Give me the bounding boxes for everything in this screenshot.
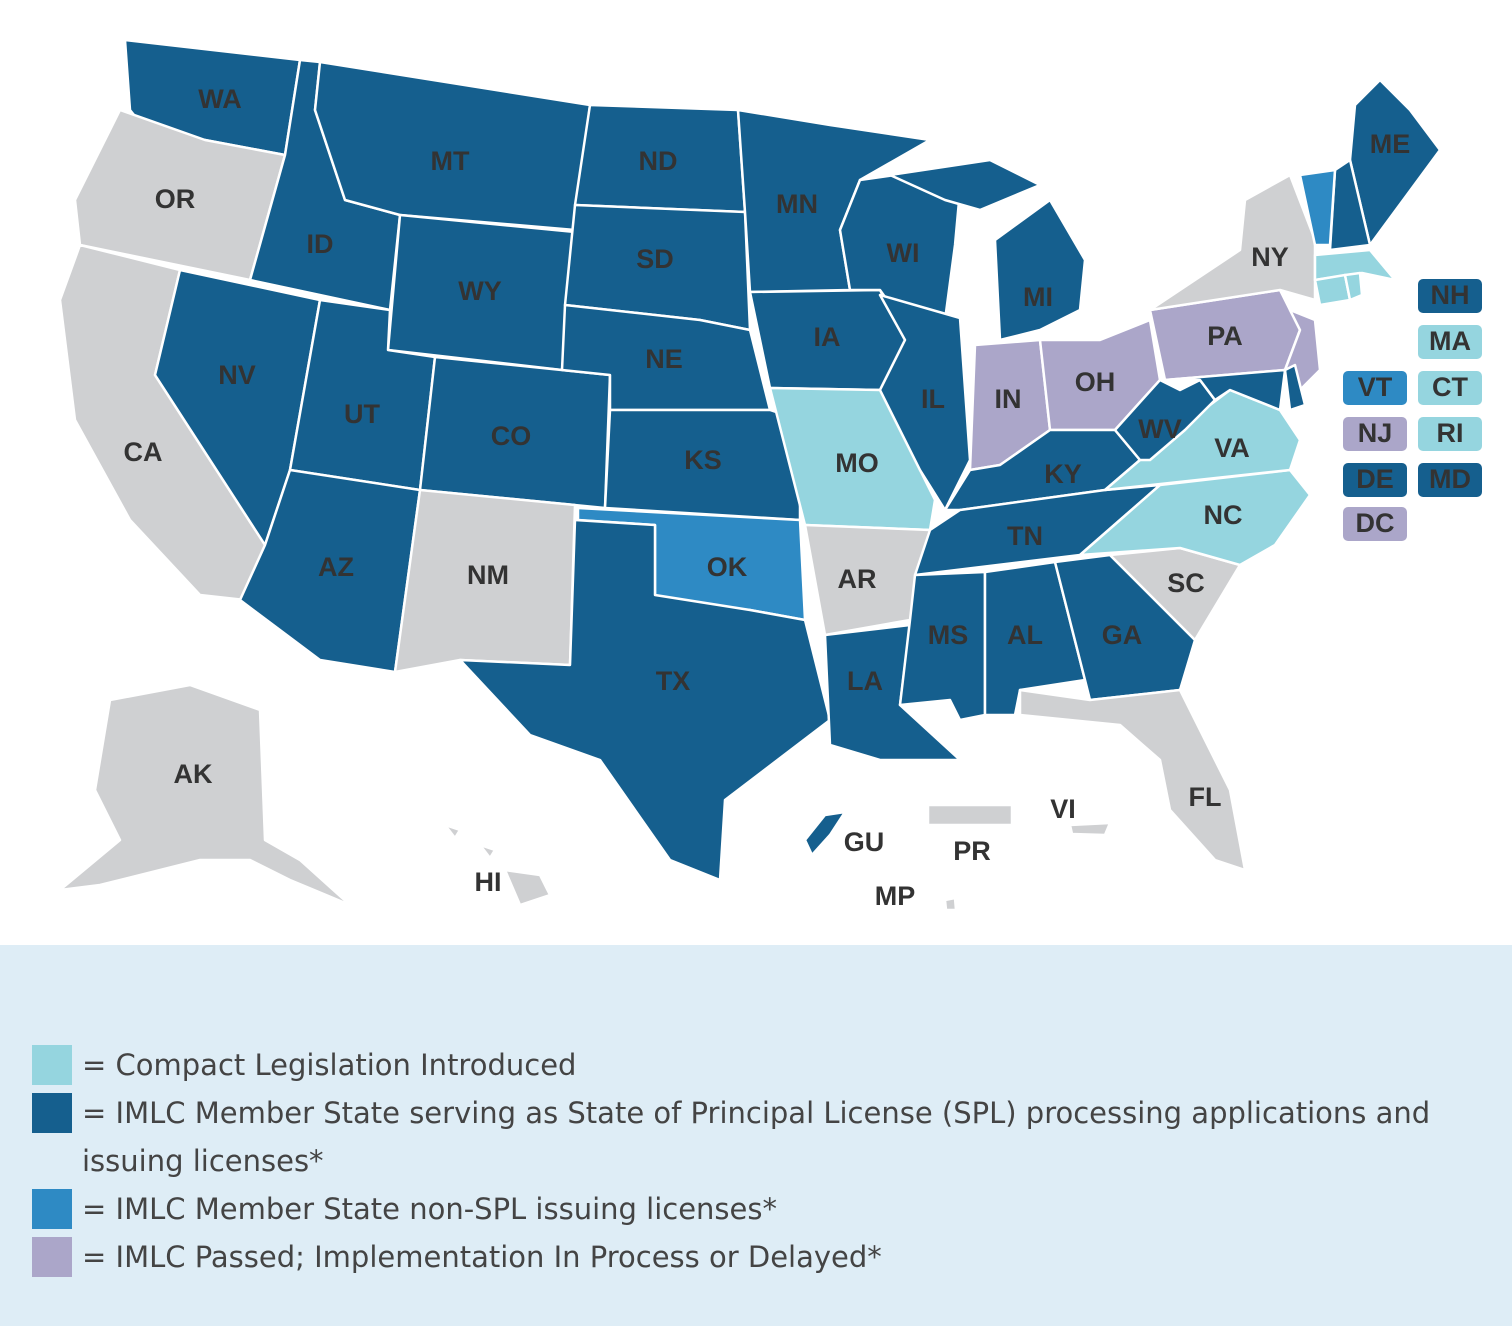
region-shape [993,198,1087,342]
legend-label: = IMLC Member State non-SPL issuing lice… [82,1192,777,1226]
region-label: CO [491,421,532,451]
region-label: MO [835,448,879,478]
region-box [1418,279,1482,313]
region-label: NY [1251,242,1289,272]
region-box [1418,325,1482,359]
region-label: DE [1356,464,1394,494]
region-label: UT [344,399,380,429]
region-shape [1298,168,1337,247]
region-shape [878,293,972,512]
region-box [1343,371,1407,405]
region-label: WV [1138,414,1182,444]
region-shape [1018,688,1247,872]
region-label: KY [1044,459,1082,489]
region-label: MS [928,620,969,650]
region-label: LA [847,666,883,696]
region-label: ID [307,229,334,259]
region-label: NJ [1358,418,1393,448]
region-label: VT [1358,372,1393,402]
region-shape [1283,363,1307,412]
region-label: SC [1167,568,1205,598]
region-shape [943,896,958,912]
region-shape [803,810,847,857]
region-label: MN [776,189,818,219]
region-label: AR [838,564,877,594]
region-box [1418,463,1482,497]
region-shape [443,823,462,840]
region-label: AZ [318,552,354,582]
legend-item: = IMLC Passed; Implementation In Process… [32,1237,1472,1281]
region-label: VA [1214,433,1250,463]
region-box [1418,371,1482,405]
region-label: NM [467,560,509,590]
region-label: ND [639,146,678,176]
region-label: CT [1432,372,1468,402]
legend-item: = IMLC Member State non-SPL issuing lice… [32,1189,1472,1233]
region-box [1418,417,1482,451]
region-label: MD [1429,464,1471,494]
region-label: OR [155,184,196,214]
legend-label: = IMLC Passed; Implementation In Process… [82,1240,882,1274]
region-label: NV [218,360,256,390]
region-label: FL [1189,782,1222,812]
region-label: MP [875,881,916,911]
legend-label: = Compact Legislation Introduced [82,1048,577,1082]
region-box [1343,417,1407,451]
region-label: GU [844,827,885,857]
region-label: NC [1204,500,1243,530]
region-label: MA [1429,326,1471,356]
region-label: AK [174,759,213,789]
region-shape [888,158,1042,212]
region-shape [458,518,832,882]
region-label: MT [431,146,470,176]
region-label: NE [645,344,683,374]
region-label: MI [1023,282,1053,312]
region-shape [1148,173,1317,312]
region-shape [1068,821,1112,837]
region-label: KS [684,445,722,475]
region-label: TX [656,666,691,696]
region-label: PA [1207,321,1243,351]
region-label: ME [1370,129,1411,159]
region-box [1343,463,1407,497]
legend-item: = Compact Legislation Introduced [32,1045,1472,1089]
region-label: IN [995,384,1022,414]
region-label: TN [1007,521,1043,551]
region-label: WY [458,276,502,306]
region-label: GA [1102,620,1143,650]
region-label: OK [707,552,748,582]
region-label: RI [1437,418,1464,448]
region-label: HI [475,867,502,897]
legend-swatch [32,1237,72,1277]
region-box [1343,507,1407,541]
legend-swatch [32,1189,72,1229]
region-label: PR [953,836,991,866]
region-label: IL [921,384,945,414]
region-shape [58,683,352,907]
region-label: CA [124,437,163,467]
map: WA OR CA ID NV MT WY UT AZ CO NM ND SD NE KS OK TX MN IA MO… [58,38,1482,912]
region-label: WI [887,238,920,268]
legend-swatch [32,1045,72,1085]
legend: = Compact Legislation Introduced = IMLC M… [0,945,1512,1326]
legend-label: = IMLC Member State serving as State of … [82,1096,1431,1178]
region-shape [1343,271,1364,302]
legend-swatch [32,1093,72,1133]
region-shape [503,868,552,907]
region-label: OH [1075,367,1116,397]
region-shape [478,843,497,860]
region-label: IA [814,322,841,352]
region-label: VI [1050,794,1076,824]
region-label: AL [1007,620,1043,650]
region-shape [1313,248,1397,282]
region-shape [926,803,1014,827]
region-label: DC [1356,508,1395,538]
region-label: NH [1431,280,1470,310]
legend-item: = IMLC Member State serving as State of … [32,1093,1472,1185]
region-shape [1163,368,1287,412]
region-label: SD [636,244,674,274]
region-label: WA [198,84,242,114]
